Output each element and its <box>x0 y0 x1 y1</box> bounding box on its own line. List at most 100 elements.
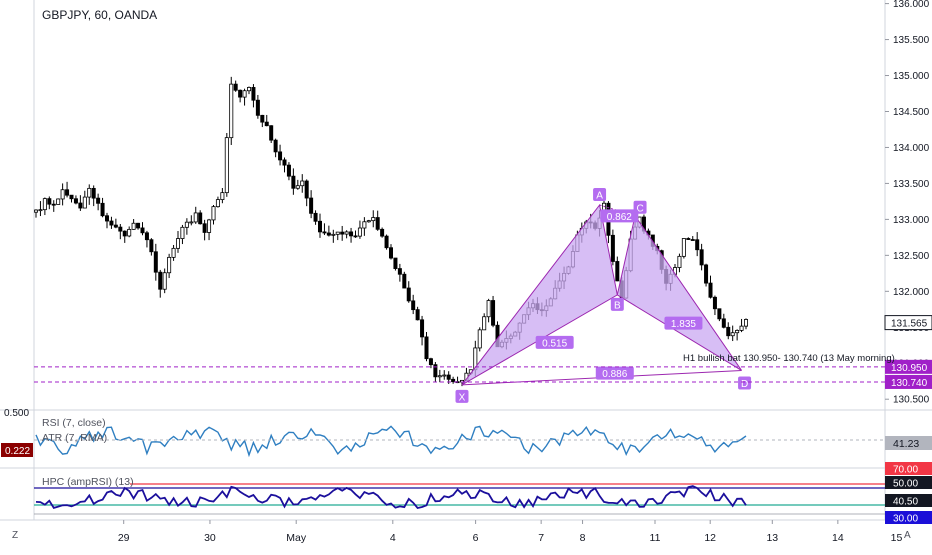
candle-body <box>291 175 296 189</box>
candle-body <box>402 273 407 289</box>
candle-body <box>144 232 149 241</box>
candle-body <box>162 272 167 290</box>
candle-body <box>69 194 74 200</box>
y-tick-label: 132.500 <box>893 251 930 262</box>
candle-body <box>207 219 212 233</box>
candle-body <box>695 239 700 251</box>
candle-body <box>260 114 265 123</box>
candle-body <box>406 287 411 302</box>
candle-body <box>708 282 713 298</box>
hpc-level-badge <box>885 511 932 524</box>
candle-body <box>211 206 216 221</box>
pattern-point-a: A <box>596 191 603 202</box>
rsi-line <box>35 425 747 458</box>
y-tick-label: 135.000 <box>893 71 930 82</box>
candle-body <box>686 238 691 240</box>
candle-body <box>304 180 309 199</box>
candle-body <box>171 247 176 258</box>
candle-body <box>317 220 322 233</box>
candle-body <box>721 318 726 328</box>
candle-body <box>167 256 172 274</box>
pattern-annotation: H1 bullish bat 130.950- 130.740 (13 May … <box>683 353 895 364</box>
pattern-point-d: D <box>741 379 748 390</box>
last-price-label: 131.565 <box>891 319 928 330</box>
candle-body <box>238 89 243 98</box>
candle-body <box>180 226 185 239</box>
candle-body <box>420 319 425 338</box>
candle-body <box>38 209 43 212</box>
candle-body <box>424 336 429 360</box>
candle-body <box>322 231 327 234</box>
candle-body <box>42 198 47 211</box>
pattern-point-x: X <box>459 392 466 403</box>
candle-body <box>451 378 456 383</box>
y-tick-label: 134.500 <box>893 107 930 118</box>
candle-body <box>91 187 96 199</box>
candle-body <box>375 217 380 230</box>
candle-body <box>149 239 154 253</box>
pattern-ratio-label-box <box>664 316 703 330</box>
last-price-badge <box>884 315 932 331</box>
hpc-level-badge <box>885 476 932 489</box>
candle-body <box>735 329 740 334</box>
pattern-ratio-label: 0.862 <box>607 212 632 223</box>
pattern-point-x-box <box>455 389 469 403</box>
candle-body <box>482 316 487 331</box>
candle-body <box>326 232 331 236</box>
candle-body <box>193 212 198 223</box>
candle-body <box>446 374 451 380</box>
level-price-badge <box>885 359 932 374</box>
pattern-ratio-label: 0.886 <box>602 369 627 380</box>
y-tick-label: 136.000 <box>893 0 930 10</box>
bottom-right-button[interactable]: A <box>904 530 911 541</box>
candle-body <box>73 198 78 204</box>
candle-body <box>677 255 682 268</box>
hpc-label: HPC (ampRSI) (13) <box>42 476 134 488</box>
pattern-point-b-box <box>610 297 624 311</box>
candle-body <box>437 375 442 378</box>
candle-body <box>286 164 291 177</box>
candle-body <box>175 238 180 249</box>
y-tick-label: 132.000 <box>893 287 930 298</box>
level-price-label: 130.950 <box>891 363 928 374</box>
candle-body <box>491 300 496 326</box>
hpc-level-badge <box>885 494 932 507</box>
pattern-ratio-label-box <box>535 335 574 349</box>
candle-body <box>335 231 340 235</box>
candle-body <box>242 90 247 98</box>
candle-body <box>131 222 136 230</box>
x-tick-label: 30 <box>204 532 216 544</box>
candle-body <box>184 221 189 228</box>
candle-body <box>189 221 194 224</box>
candle-body <box>215 199 220 208</box>
candle-body <box>300 180 305 187</box>
candle-body <box>65 189 70 196</box>
candle-body <box>357 227 362 237</box>
candle-body <box>255 99 260 116</box>
candle-body <box>282 159 287 166</box>
candle-body <box>136 222 141 229</box>
bottom-left-button[interactable]: Z <box>12 530 19 541</box>
candle-body <box>269 125 274 141</box>
y-tick-label: 133.500 <box>893 179 930 190</box>
candle-body <box>264 121 269 127</box>
candle-body <box>331 233 336 236</box>
candle-body <box>82 196 87 209</box>
x-tick-label: 4 <box>390 532 396 544</box>
candle-body <box>273 139 278 153</box>
candle-body <box>113 224 118 228</box>
pattern-point-a-box <box>593 188 607 201</box>
hpc-line <box>35 485 747 509</box>
candle-body <box>224 137 229 194</box>
hpc-level-label: 50.00 <box>893 479 918 490</box>
candle-body <box>411 300 416 311</box>
candle-body <box>251 87 256 101</box>
candle-body <box>198 212 203 225</box>
rsi-label: RSI (7, close) <box>42 417 106 429</box>
candle-body <box>442 374 447 377</box>
candle-body <box>393 257 398 269</box>
candle-body <box>220 192 225 201</box>
pattern-ratio-label: 0.515 <box>542 338 567 349</box>
